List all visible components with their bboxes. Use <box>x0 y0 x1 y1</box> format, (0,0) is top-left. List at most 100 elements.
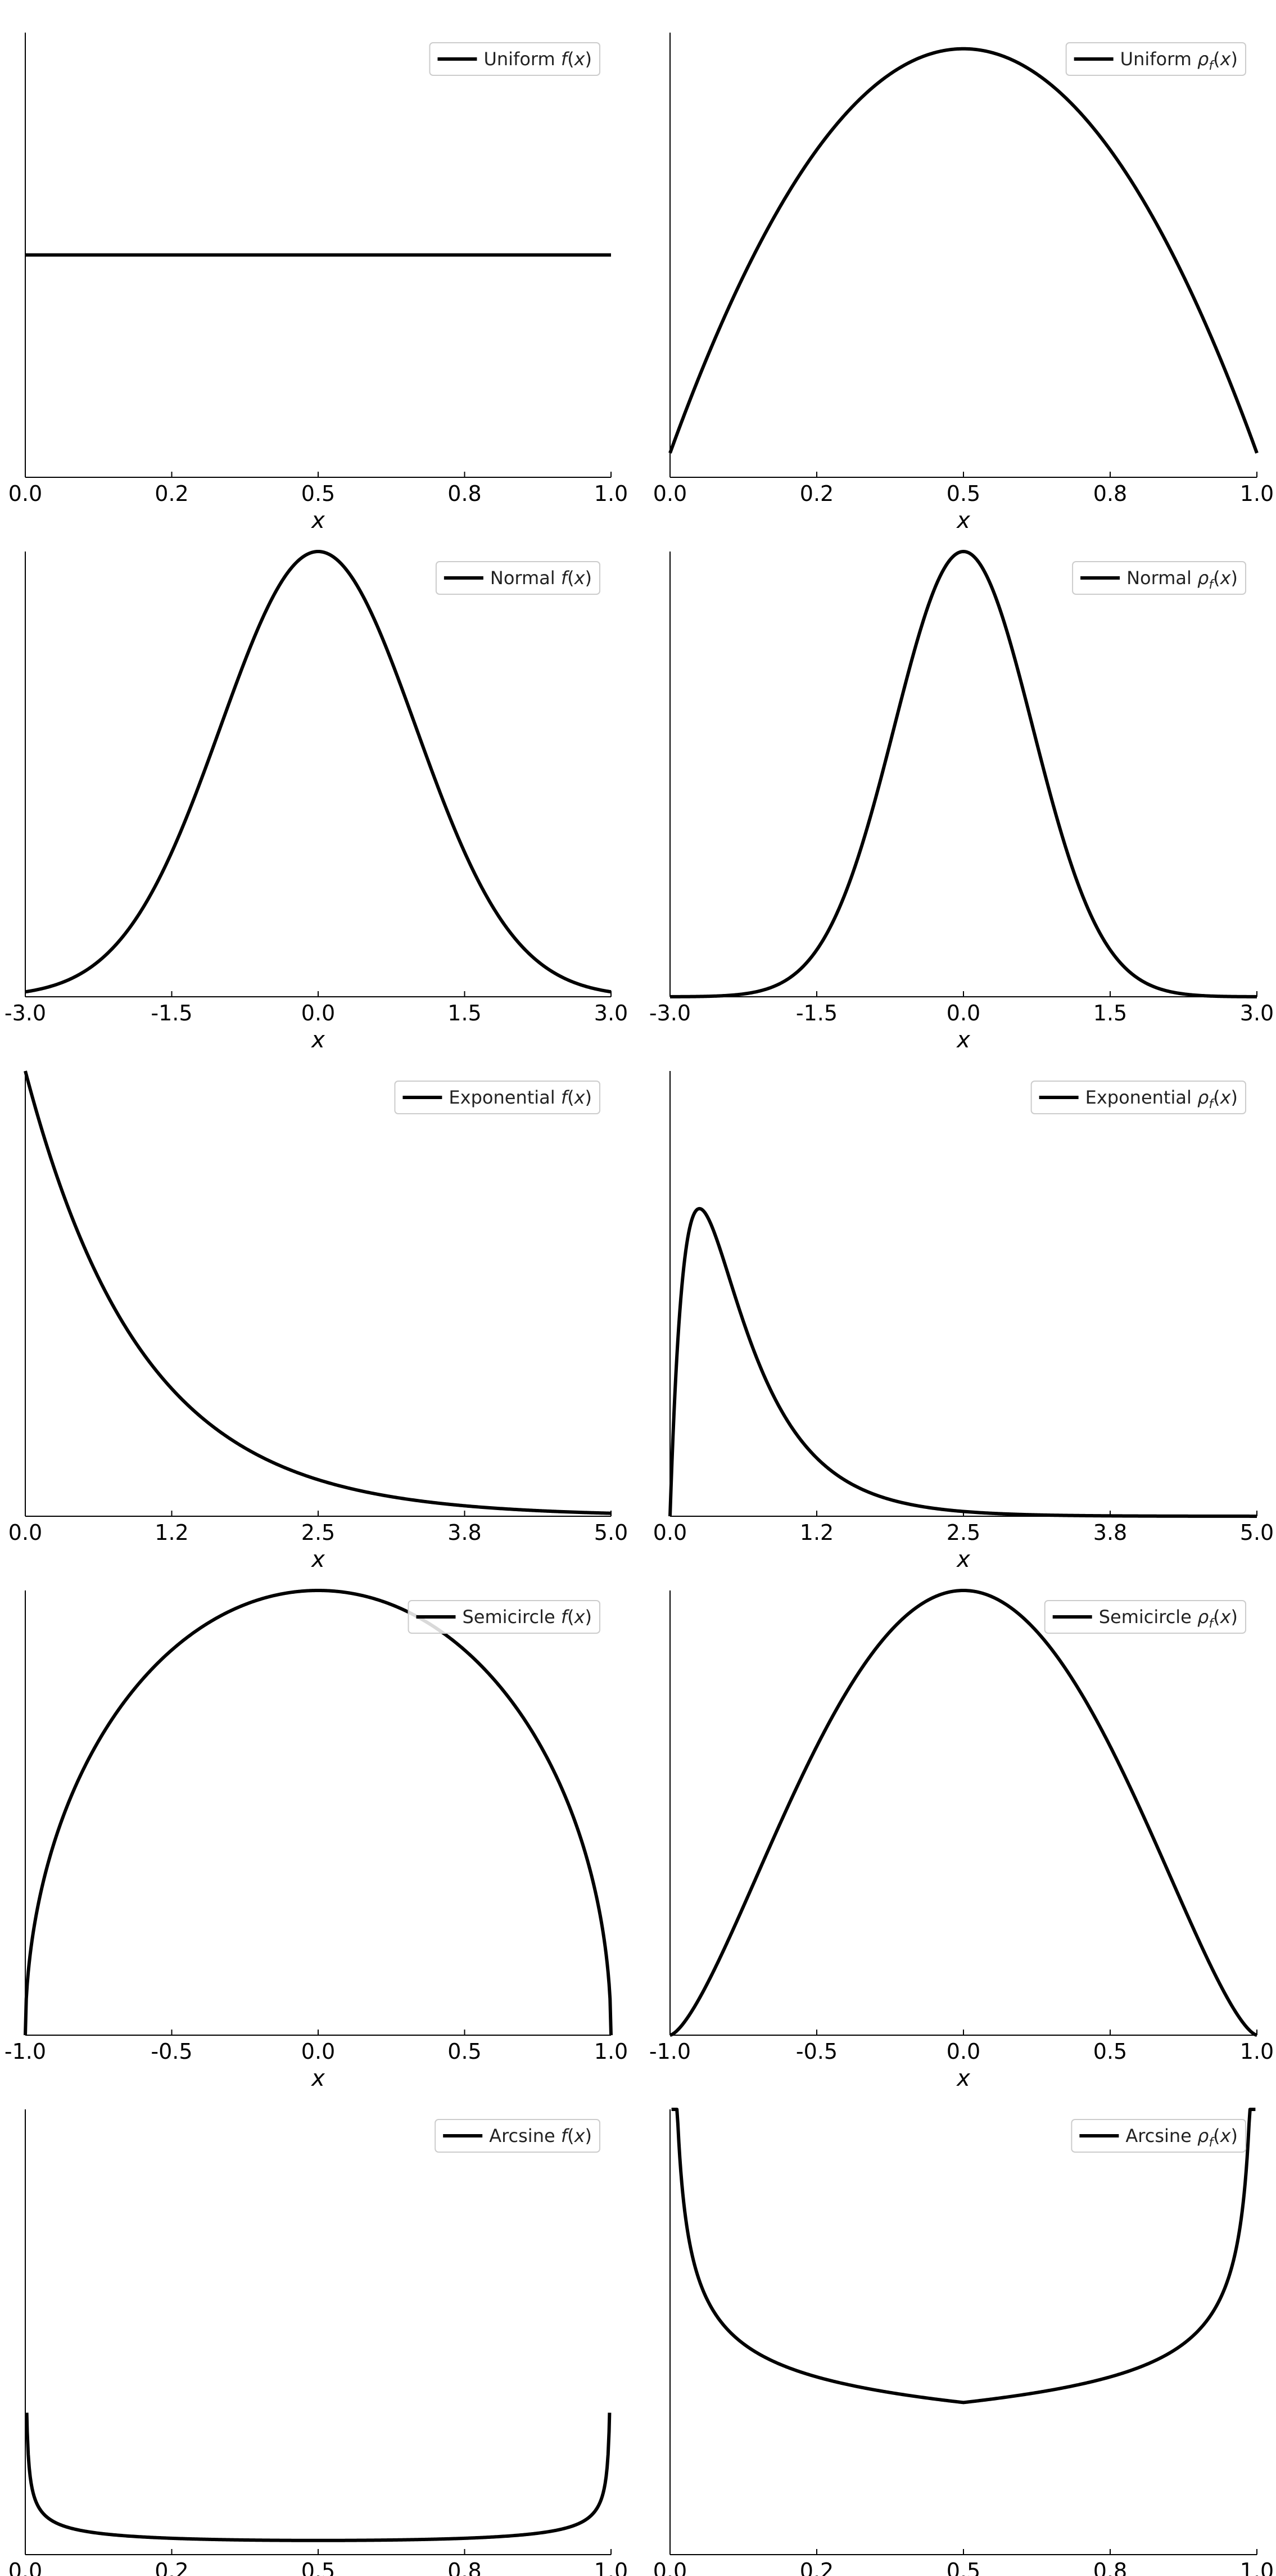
subplot-normal-rho: -3.0 -1.5 0.0 1.5 3.0 x Normal ρf(x) <box>649 550 1274 1053</box>
subplot-exp-f: 0.0 1.2 2.5 3.8 5.0 x Exponential f(x) <box>8 1070 628 1572</box>
x-axis-label: x <box>956 508 970 534</box>
x-tick-label: 0.0 <box>301 2039 335 2064</box>
legend: Semicircle ρf(x) <box>1044 1600 1246 1634</box>
x-tick-label: 0.0 <box>653 1520 687 1545</box>
legend-entry-label: Semicircle f(x) <box>462 1606 592 1628</box>
subplot-uniform-rho: 0.0 0.2 0.5 0.8 1.0 x Uniform ρf(x) <box>653 33 1274 534</box>
x-tick-label: 1.2 <box>155 1520 188 1545</box>
x-tick-label: 1.2 <box>800 1520 834 1545</box>
x-tick-label: -3.0 <box>4 1001 46 1025</box>
legend-box <box>394 1081 600 1114</box>
x-tick-label: 1.0 <box>1240 481 1274 506</box>
x-tick-label: -0.5 <box>151 2039 192 2064</box>
subplot-semi-rho: -1.0 -0.5 0.0 0.5 1.0 x Semicircle ρf(x) <box>649 1589 1274 2091</box>
x-tick-label: 0.2 <box>800 481 834 506</box>
legend: Exponential f(x) <box>394 1081 600 1114</box>
x-tick-label: 0.2 <box>800 2559 834 2576</box>
subplot-arc-rho: 0.00.20.50.81.0xArcsine ρf(x) <box>653 2108 1274 2576</box>
legend-box <box>1065 42 1246 76</box>
x-tick-label: -3.0 <box>649 1001 691 1025</box>
series-line <box>24 550 612 994</box>
series-line <box>25 2412 612 2542</box>
x-axis-label: x <box>956 2066 970 2091</box>
x-tick-label: 0.5 <box>301 2559 335 2576</box>
legend-box <box>435 561 600 595</box>
subplot-exp-rho: 0.0 1.2 2.5 3.8 5.0 x Exponential ρf(x) <box>653 1071 1274 1572</box>
legend-box <box>435 2119 600 2153</box>
x-tick-label: 0.8 <box>447 481 481 506</box>
x-tick-label: 1.0 <box>1240 2559 1274 2576</box>
legend-entry-label: Normal f(x) <box>490 567 592 589</box>
x-tick-label: 0.0 <box>947 2039 980 2064</box>
subplot-arc-f: 0.00.20.50.81.0xArcsine f(x) <box>8 2109 628 2576</box>
series-line <box>668 1206 1258 1518</box>
series-line <box>24 1589 613 2036</box>
x-tick-label: 3.0 <box>1240 1001 1274 1025</box>
x-tick-label: 0.5 <box>947 2559 980 2576</box>
x-tick-label: 1.0 <box>594 2039 628 2064</box>
x-tick-label: 0.0 <box>653 2559 687 2576</box>
x-tick-label: 0.0 <box>301 1001 335 1025</box>
x-axis-label: x <box>310 1547 325 1572</box>
x-tick-label: 2.5 <box>301 1520 335 1545</box>
legend: Normal ρf(x) <box>1072 561 1246 595</box>
x-tick-label: 3.0 <box>594 1001 628 1025</box>
legend-box <box>1072 561 1246 595</box>
series-line <box>24 1070 612 1515</box>
x-tick-label: 0.0 <box>8 2559 42 2576</box>
legend: Uniform f(x) <box>429 42 600 76</box>
x-tick-label: 0.8 <box>447 2559 481 2576</box>
legend: Normal f(x) <box>435 561 600 595</box>
x-tick-label: 0.5 <box>1093 2039 1127 2064</box>
x-tick-label: 0.5 <box>301 481 335 506</box>
x-tick-label: 1.0 <box>594 2559 628 2576</box>
legend-box <box>1044 1600 1246 1634</box>
x-axis-label: x <box>310 508 325 534</box>
x-axis-label: x <box>310 2066 325 2091</box>
x-tick-label: 0.5 <box>447 2039 481 2064</box>
legend-entry-label: Exponential ρf(x) <box>1085 1087 1238 1111</box>
x-tick-label: 3.8 <box>1093 1520 1127 1545</box>
x-tick-label: 5.0 <box>1240 1520 1274 1545</box>
x-tick-label: 0.8 <box>1093 2559 1127 2576</box>
legend: Arcsine f(x) <box>435 2119 600 2153</box>
legend-box <box>429 42 600 76</box>
x-tick-label: 0.0 <box>8 481 42 506</box>
x-tick-label: -1.0 <box>4 2039 46 2064</box>
subplot-uniform-f: 0.0 0.2 0.5 0.8 1.0 x Uniform f(x) <box>8 33 628 534</box>
x-axis-label: x <box>310 1027 325 1053</box>
series-line <box>668 47 1259 454</box>
legend-box <box>1071 2119 1246 2153</box>
series-line <box>669 550 1258 998</box>
x-tick-label: -1.5 <box>151 1001 192 1025</box>
x-tick-label: 0.2 <box>155 481 188 506</box>
x-axis-label: x <box>956 1547 970 1572</box>
x-tick-label: 0.5 <box>947 481 980 506</box>
legend: Arcsine ρf(x) <box>1071 2119 1246 2153</box>
x-tick-label: 0.0 <box>653 481 687 506</box>
x-tick-label: -1.5 <box>796 1001 838 1025</box>
legend: Semicircle f(x) <box>408 1600 600 1634</box>
legend-box <box>408 1600 600 1634</box>
x-tick-label: 1.0 <box>1240 2039 1274 2064</box>
x-tick-label: 0.8 <box>1093 481 1127 506</box>
x-tick-label: 3.8 <box>447 1520 481 1545</box>
legend: Exponential ρf(x) <box>1030 1081 1246 1114</box>
x-tick-label: 0.2 <box>155 2559 188 2576</box>
legend: Uniform ρf(x) <box>1065 42 1246 76</box>
x-tick-label: 2.5 <box>947 1520 980 1545</box>
legend-entry-label: Uniform ρf(x) <box>1120 48 1238 73</box>
legend-entry-label: Semicircle ρf(x) <box>1099 1606 1238 1631</box>
x-tick-label: 1.5 <box>447 1001 481 1025</box>
legend-entry-label: Arcsine f(x) <box>489 2125 592 2146</box>
x-tick-label: 5.0 <box>594 1520 628 1545</box>
x-tick-label: 0.0 <box>8 1520 42 1545</box>
series-line <box>669 1589 1258 2037</box>
x-tick-label: -1.0 <box>649 2039 691 2064</box>
legend-entry-label: Uniform f(x) <box>483 48 592 70</box>
x-axis-label: x <box>956 1027 970 1053</box>
subplot-semi-f: -1.0 -0.5 0.0 0.5 1.0 x Semicircle f(x) <box>4 1589 628 2091</box>
legend-entry-label: Normal ρf(x) <box>1126 567 1238 592</box>
x-tick-label: -0.5 <box>796 2039 838 2064</box>
